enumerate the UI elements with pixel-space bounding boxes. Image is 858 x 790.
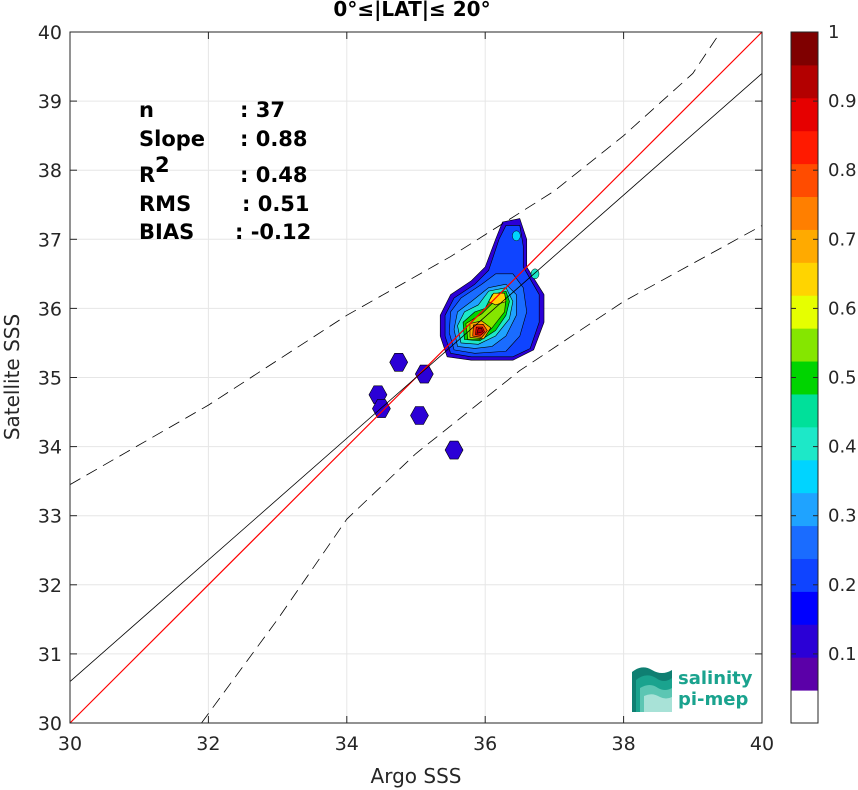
density-point [444, 440, 464, 460]
x-tick-label: 36 [473, 733, 497, 755]
stat-label-slope: Slope [139, 127, 205, 151]
colorbar-tick-label: 0.1 [828, 644, 857, 665]
colorbar-tick-label: 0.7 [828, 229, 857, 250]
y-tick-label: 31 [38, 644, 62, 666]
stat-label-r: R [139, 163, 155, 187]
x-tick-label: 40 [750, 733, 774, 755]
colorbar-band [791, 459, 818, 494]
colorbar-tick-label: 0.2 [828, 575, 857, 596]
y-tick-label: 40 [38, 22, 62, 44]
x-tick-label: 38 [612, 733, 636, 755]
colorbar-band [791, 591, 818, 625]
fit-line [69, 73, 763, 682]
colorbar-band [791, 525, 818, 559]
colorbar-tick-label: 1 [828, 22, 839, 43]
density-point [389, 352, 409, 372]
logo-waves-icon [632, 667, 672, 712]
colorbar-band [791, 229, 818, 263]
stat-label-n: n [139, 98, 154, 122]
colorbar-band [791, 328, 818, 362]
x-axis-label: Argo SSS [371, 764, 462, 788]
logo-text-line2: pi-mep [678, 689, 748, 710]
colorbar-band [791, 690, 818, 724]
stat-label-rms: RMS [139, 192, 191, 216]
colorbar-band [791, 393, 818, 428]
colorbar-tick-label: 0.8 [828, 160, 857, 181]
colorbar-band [791, 426, 818, 461]
chart-title: 0°≤|LAT|≤ 20° [333, 0, 490, 21]
x-tick-label: 34 [335, 733, 359, 755]
colorbar-band [791, 97, 818, 132]
density-point [410, 406, 429, 425]
logo: salinity pi-mep [632, 667, 753, 712]
colorbar-band [791, 130, 818, 165]
colorbar-tick-label: 0.4 [828, 437, 857, 458]
confidence-lower-line [201, 225, 763, 724]
y-tick-label: 38 [38, 160, 62, 182]
y-tick-label: 34 [38, 437, 62, 459]
density-point [414, 364, 434, 384]
y-tick-label: 33 [38, 506, 62, 528]
y-axis-ticks: 30 31 32 33 34 35 36 37 38 39 40 [38, 22, 762, 735]
stat-value-n: : 37 [240, 98, 285, 122]
colorbar: 0.1 0.2 0.3 0.4 0.5 0.6 0.7 0.8 0.9 1 [790, 22, 857, 724]
colorbar-band [791, 64, 818, 99]
colorbar-band [791, 558, 818, 592]
colorbar-band [791, 492, 818, 527]
y-tick-label: 37 [38, 229, 62, 251]
confidence-upper-line [69, 31, 721, 485]
colorbar-band [791, 262, 818, 296]
y-tick-label: 30 [38, 713, 62, 735]
logo-text-line1: salinity [678, 668, 753, 689]
stat-value-bias: : -0.12 [235, 220, 311, 244]
colorbar-band [791, 32, 818, 66]
colorbar-band [791, 657, 818, 691]
colorbar-band [791, 624, 818, 658]
colorbar-tick-label: 0.6 [828, 298, 857, 319]
colorbar-band [791, 163, 818, 198]
y-tick-label: 32 [38, 575, 62, 597]
density-contours [368, 218, 545, 460]
stat-label-superscript: 2 [155, 153, 170, 177]
stat-value-rms: : 0.51 [242, 192, 310, 216]
stat-value-slope: : 0.88 [240, 127, 308, 151]
density-contour [476, 328, 483, 334]
x-tick-label: 30 [58, 733, 82, 755]
regression-lines [69, 31, 763, 724]
stat-value-r: : 0.48 [240, 163, 308, 187]
x-tick-label: 32 [196, 733, 220, 755]
stat-label-bias: BIAS [139, 220, 194, 244]
density-spot [512, 230, 521, 242]
y-axis-label: Satellite SSS [0, 314, 24, 440]
colorbar-tick-label: 0.3 [828, 506, 857, 527]
y-tick-label: 39 [38, 91, 62, 113]
stats-box: n : 37 Slope : 0.88 R 2 : 0.48 RMS : 0.51 BIAS : -… [139, 98, 311, 244]
y-tick-label: 36 [38, 298, 62, 320]
colorbar-band [791, 196, 818, 230]
x-axis-ticks: 30 32 34 36 38 40 [58, 32, 774, 755]
density-point [368, 385, 388, 405]
colorbar-band [791, 295, 818, 329]
y-tick-label: 35 [38, 368, 62, 390]
colorbar-tick-label: 0.5 [828, 368, 857, 389]
colorbar-tick-label: 0.9 [828, 91, 857, 112]
